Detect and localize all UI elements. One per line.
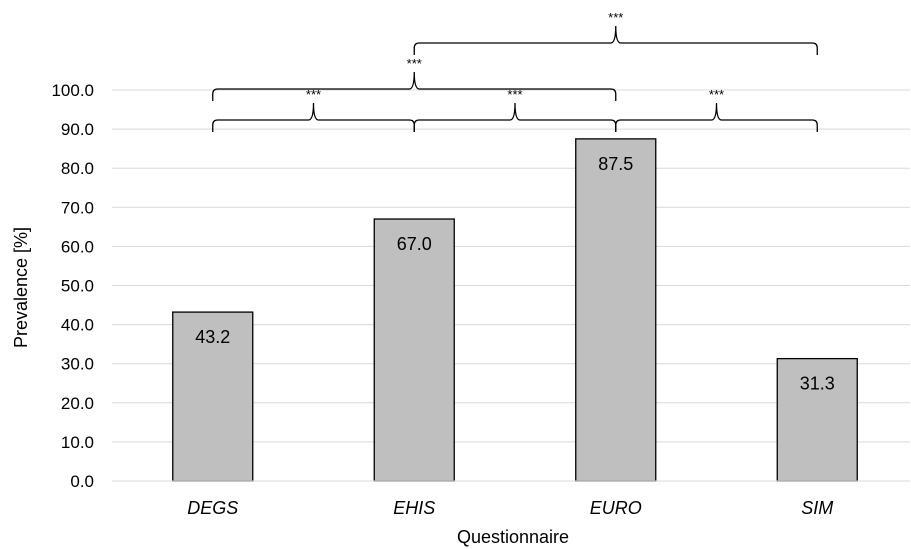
significance-bracket (212, 102, 415, 132)
data-label: 43.2 (195, 327, 230, 347)
y-tick-label: 60.0 (61, 237, 94, 256)
data-label: 31.3 (800, 374, 835, 394)
x-tick-label: SIM (801, 498, 833, 518)
y-tick-label: 10.0 (61, 433, 94, 452)
y-axis-title: Prevalence [%] (11, 227, 31, 348)
significance-label: *** (407, 56, 422, 71)
significance-bracket (615, 102, 818, 132)
data-label: 67.0 (397, 234, 432, 254)
significance-label: *** (709, 87, 724, 102)
significance-brackets: *** *** *** *** *** (212, 10, 818, 132)
x-tick-label: EURO (590, 498, 642, 518)
data-labels: 43.2 67.0 87.5 31.3 (195, 154, 835, 394)
y-tick-label: 0.0 (70, 472, 94, 491)
significance-label: *** (608, 10, 623, 25)
significance-bracket (413, 102, 617, 132)
y-tick-label: 100.0 (51, 81, 94, 100)
y-tick-label: 30.0 (61, 355, 94, 374)
data-label: 87.5 (598, 154, 633, 174)
x-tick-label: DEGS (187, 498, 238, 518)
bar-euro (575, 138, 657, 482)
y-tick-label: 50.0 (61, 277, 94, 296)
x-axis-ticks: DEGS EHIS EURO SIM (187, 498, 833, 518)
y-tick-label: 70.0 (61, 198, 94, 217)
bars (172, 138, 858, 482)
y-tick-label: 90.0 (61, 120, 94, 139)
significance-bracket (212, 71, 617, 101)
significance-label: *** (306, 87, 321, 102)
bar-degs (172, 311, 254, 482)
significance-bracket (413, 25, 818, 55)
x-tick-label: EHIS (393, 498, 435, 518)
x-axis-title: Questionnaire (457, 527, 569, 547)
significance-label: *** (507, 87, 522, 102)
y-tick-label: 80.0 (61, 159, 94, 178)
y-axis-ticks: 0.0 10.0 20.0 30.0 40.0 50.0 60.0 70.0 80.0 90.0 1… (51, 81, 94, 491)
bar-ehis (373, 218, 455, 482)
y-tick-label: 20.0 (61, 394, 94, 413)
bar-sim (776, 357, 858, 482)
y-tick-label: 40.0 (61, 316, 94, 335)
